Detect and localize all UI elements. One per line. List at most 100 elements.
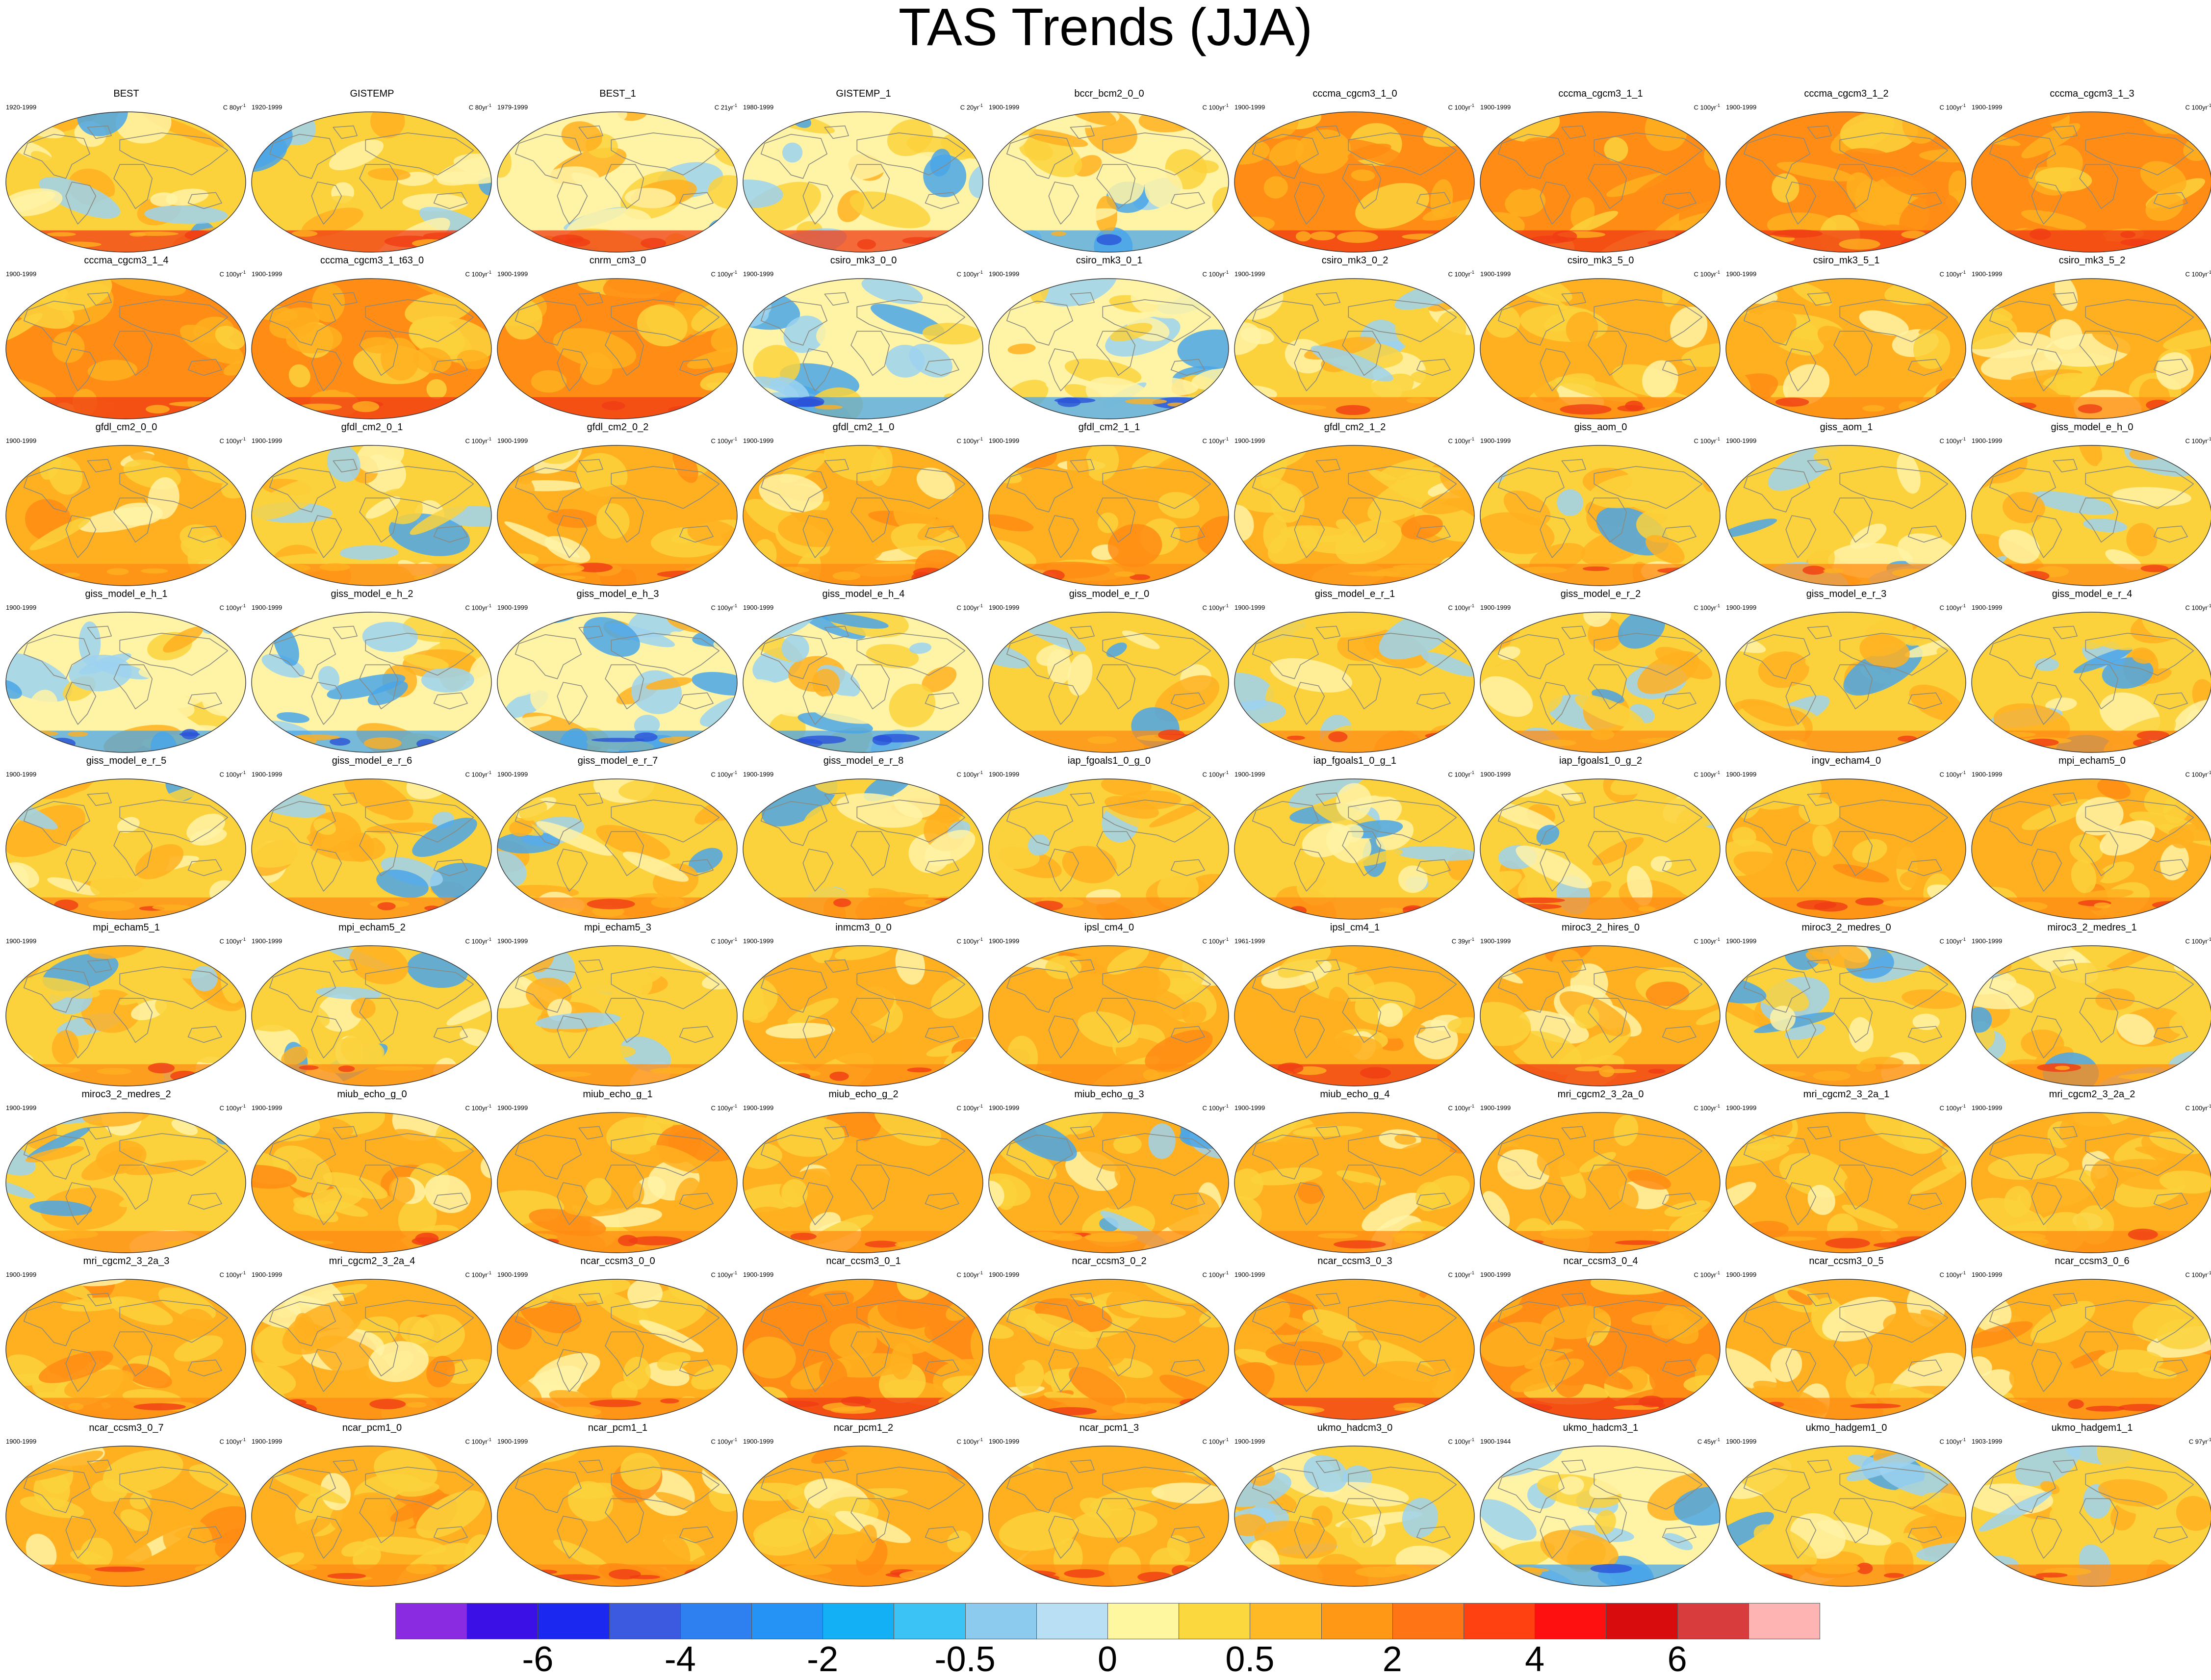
panel-unit: C 100yr-1 bbox=[1939, 603, 1966, 612]
panel-unit: C 20yr-1 bbox=[960, 103, 983, 111]
unit-superscript: -1 bbox=[1716, 937, 1720, 942]
panel-unit: C 100yr-1 bbox=[465, 1270, 491, 1279]
panel-title: giss_aom_1 bbox=[1820, 422, 1873, 433]
panel-unit: C 100yr-1 bbox=[465, 770, 491, 778]
map-panel: giss_model_e_r_7 1900-1999 C 100yr-1 bbox=[495, 755, 740, 922]
unit-superscript: -1 bbox=[1224, 937, 1229, 942]
map-panel: mpi_echam5_0 1900-1999 C 100yr-1 bbox=[1970, 755, 2211, 922]
trend-map bbox=[988, 1112, 1229, 1253]
colorbar-swatch bbox=[1748, 1603, 1820, 1639]
panel-title: ncar_ccsm3_0_1 bbox=[826, 1256, 901, 1266]
trend-map bbox=[1480, 612, 1721, 753]
panel-title: cccma_cgcm3_1_4 bbox=[84, 255, 169, 266]
panel-period: 1900-1999 bbox=[1480, 103, 1511, 111]
unit-superscript: -1 bbox=[1716, 270, 1720, 275]
panel-unit: C 100yr-1 bbox=[2185, 103, 2211, 111]
unit-superscript: -1 bbox=[1716, 437, 1720, 441]
panel-title: miub_echo_g_0 bbox=[337, 1089, 407, 1100]
colorbar-swatch bbox=[1179, 1603, 1251, 1639]
unit-superscript: -1 bbox=[487, 770, 491, 775]
trend-map bbox=[497, 278, 738, 419]
colorbar-tick-label: 2 bbox=[1382, 1640, 1402, 1679]
map-panel: gfdl_cm2_1_2 1900-1999 C 100yr-1 bbox=[1233, 422, 1477, 589]
panel-period: 1900-1999 bbox=[1726, 604, 1757, 611]
unit-superscript: -1 bbox=[1470, 1437, 1474, 1442]
map-panel: gfdl_cm2_0_1 1900-1999 C 100yr-1 bbox=[250, 422, 494, 589]
panel-period: 1900-1999 bbox=[1480, 1104, 1511, 1111]
trend-map bbox=[5, 1112, 246, 1253]
trend-map bbox=[251, 1279, 492, 1420]
panel-period: 1900-1999 bbox=[1234, 437, 1265, 444]
panel-unit: C 100yr-1 bbox=[2185, 437, 2211, 445]
panel-unit: C 100yr-1 bbox=[956, 1437, 983, 1446]
map-panel: giss_model_e_r_2 1900-1999 C 100yr-1 bbox=[1478, 589, 1723, 755]
unit-superscript: -1 bbox=[241, 1437, 246, 1442]
panel-title: giss_model_e_r_3 bbox=[1806, 589, 1887, 599]
panel-period: 1900-1999 bbox=[1972, 1104, 2003, 1111]
panel-unit: C 21yr-1 bbox=[714, 103, 737, 111]
unit-superscript: -1 bbox=[978, 1104, 983, 1109]
panel-period: 1900-1999 bbox=[1480, 771, 1511, 778]
unit-superscript: -1 bbox=[978, 270, 983, 275]
map-panel: mri_cgcm2_3_2a_1 1900-1999 C 100yr-1 bbox=[1724, 1089, 1969, 1256]
unit-superscript: -1 bbox=[1224, 103, 1229, 108]
map-panel: mri_cgcm2_3_2a_0 1900-1999 C 100yr-1 bbox=[1478, 1089, 1723, 1256]
trend-map bbox=[988, 778, 1229, 920]
trend-map bbox=[1725, 1446, 1966, 1587]
trend-map bbox=[251, 278, 492, 419]
trend-map bbox=[1971, 278, 2211, 419]
unit-superscript: -1 bbox=[1470, 1270, 1474, 1275]
colorbar-swatch bbox=[823, 1603, 895, 1639]
panel-period: 1903-1999 bbox=[1972, 1438, 2003, 1445]
panel-period: 1900-1999 bbox=[989, 1271, 1020, 1278]
colorbar-tick-label: -2 bbox=[807, 1640, 839, 1679]
panel-title: mpi_echam5_3 bbox=[584, 922, 651, 933]
map-panel: ukmo_hadgem1_0 1900-1999 C 100yr-1 bbox=[1724, 1422, 1969, 1589]
map-panel: cccma_cgcm3_1_2 1900-1999 C 100yr-1 bbox=[1724, 88, 1969, 255]
map-panel: giss_model_e_h_1 1900-1999 C 100yr-1 bbox=[4, 589, 249, 755]
trend-map bbox=[1725, 1279, 1966, 1420]
panel-title: giss_model_e_r_4 bbox=[2052, 589, 2133, 599]
map-panel: ncar_pcm1_2 1900-1999 C 100yr-1 bbox=[741, 1422, 986, 1589]
panel-period: 1900-1999 bbox=[1234, 103, 1265, 111]
map-panel: gfdl_cm2_0_0 1900-1999 C 100yr-1 bbox=[4, 422, 249, 589]
colorbar-swatch bbox=[1464, 1603, 1536, 1639]
panel-period: 1900-1999 bbox=[1480, 937, 1511, 945]
panel-period: 1900-1999 bbox=[1726, 437, 1757, 444]
trend-map bbox=[5, 1279, 246, 1420]
trend-map bbox=[497, 778, 738, 920]
panel-title: miroc3_2_medres_2 bbox=[81, 1089, 171, 1100]
panel-period: 1900-1999 bbox=[989, 604, 1020, 611]
map-panel: ipsl_cm4_1 1961-1999 C 39yr-1 bbox=[1233, 922, 1477, 1089]
unit-superscript: -1 bbox=[487, 1270, 491, 1275]
panel-period: 1900-1999 bbox=[989, 1438, 1020, 1445]
panel-unit: C 100yr-1 bbox=[711, 1437, 737, 1446]
panel-unit: C 100yr-1 bbox=[956, 770, 983, 778]
trend-map bbox=[1234, 612, 1475, 753]
unit-superscript: -1 bbox=[1470, 1104, 1474, 1109]
panel-unit: C 100yr-1 bbox=[1694, 1104, 1720, 1112]
panel-period: 1900-1999 bbox=[497, 771, 528, 778]
panel-title: giss_model_e_r_2 bbox=[1560, 589, 1641, 599]
panel-unit: C 45yr-1 bbox=[1697, 1437, 1720, 1446]
panel-period: 1900-1999 bbox=[497, 1271, 528, 1278]
panel-title: miroc3_2_medres_1 bbox=[2047, 922, 2137, 933]
unit-superscript: -1 bbox=[978, 603, 983, 608]
colorbar-swatch bbox=[1036, 1603, 1108, 1639]
panel-period: 1900-1999 bbox=[989, 270, 1020, 278]
panel-period: 1900-1944 bbox=[1480, 1438, 1511, 1445]
panel-title: ipsl_cm4_0 bbox=[1084, 922, 1134, 933]
panel-unit: C 100yr-1 bbox=[465, 437, 491, 445]
unit-superscript: -1 bbox=[978, 937, 983, 942]
panel-unit: C 100yr-1 bbox=[711, 937, 737, 945]
panel-period: 1961-1999 bbox=[1234, 937, 1265, 945]
panel-unit: C 100yr-1 bbox=[2185, 603, 2211, 612]
panel-period: 1900-1999 bbox=[6, 437, 37, 444]
panel-title: gfdl_cm2_1_0 bbox=[832, 422, 895, 433]
panel-unit: C 100yr-1 bbox=[1202, 437, 1229, 445]
panel-unit: C 100yr-1 bbox=[1694, 270, 1720, 278]
panel-period: 1979-1999 bbox=[497, 103, 528, 111]
trend-map bbox=[251, 612, 492, 753]
panel-title: mpi_echam5_2 bbox=[338, 922, 406, 933]
trend-map bbox=[251, 1446, 492, 1587]
